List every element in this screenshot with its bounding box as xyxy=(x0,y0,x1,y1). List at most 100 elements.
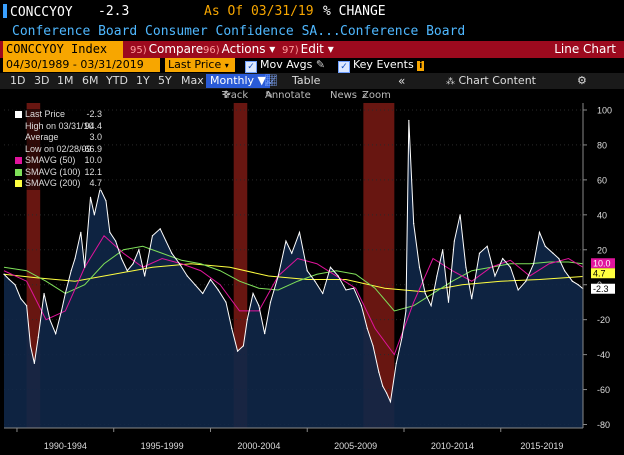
price-point xyxy=(33,362,35,364)
legend-label: SMAVG (50) xyxy=(25,155,76,165)
chart-content-icon: ⁂ xyxy=(446,77,455,87)
price-point xyxy=(246,319,248,321)
price-point xyxy=(225,301,227,303)
key-events-checkbox-icon: ✓ xyxy=(338,61,350,73)
price-point xyxy=(217,289,219,291)
price-point xyxy=(382,385,384,387)
period-max[interactable]: Max xyxy=(181,74,204,87)
price-point xyxy=(93,214,95,216)
legend-item: Low on 02/28/09 -66.9 xyxy=(12,144,102,156)
period-1m[interactable]: 1M xyxy=(57,74,74,87)
actions-menu-label: Actions ▾ xyxy=(221,42,276,56)
series-line-smavg-200- xyxy=(3,263,584,293)
mov-avgs-toggle[interactable]: ✓ Mov Avgs ✎ xyxy=(245,58,326,73)
price-point xyxy=(389,401,392,403)
chart-area[interactable]: 100806040200-20-40-60-801990-19941995-19… xyxy=(0,103,624,455)
pencil-icon[interactable]: ✎ xyxy=(315,58,326,71)
legend-swatch xyxy=(15,180,22,187)
price-point xyxy=(465,266,467,268)
source-name: Conference Board xyxy=(340,24,466,39)
period-3d[interactable]: 3D xyxy=(34,74,50,87)
line-chart-icon[interactable]: 📈︎ xyxy=(264,74,278,87)
price-point xyxy=(115,240,117,242)
actions-menu[interactable]: 96) Actions ▾ xyxy=(203,41,275,58)
price-point xyxy=(385,392,388,394)
y-tick-label: 60 xyxy=(597,175,607,185)
edit-menu[interactable]: 97) Edit ▾ xyxy=(282,41,334,58)
collapse-icon[interactable]: « xyxy=(398,74,406,88)
price-point xyxy=(353,287,355,289)
compare-menu[interactable]: 95) Compare xyxy=(130,41,203,58)
price-point xyxy=(405,310,407,312)
edit-menu-number: 97) xyxy=(282,45,299,56)
price-point xyxy=(577,284,579,286)
price-point xyxy=(345,289,347,291)
key-events-label: Key Events xyxy=(353,58,414,71)
price-point xyxy=(517,289,519,291)
price-point xyxy=(486,245,488,247)
y-tick-label: -80 xyxy=(597,420,610,430)
price-point xyxy=(430,305,432,307)
legend-label: High on 03/31/10 xyxy=(25,120,94,131)
price-point xyxy=(74,257,76,260)
key-events-toggle[interactable]: ✓ Key Events i xyxy=(338,58,425,73)
price-point xyxy=(337,275,339,277)
x-tick-label: 2010-2014 xyxy=(431,441,474,451)
legend-swatch xyxy=(15,134,22,141)
field-select-arrow-icon: ▾ xyxy=(224,61,229,70)
price-point xyxy=(509,266,512,268)
period-5y[interactable]: 5Y xyxy=(158,74,172,87)
price-point xyxy=(314,280,316,282)
x-tick-label: 2000-2004 xyxy=(237,441,280,451)
x-tick-label: 2015-2019 xyxy=(520,441,563,451)
price-point xyxy=(8,278,10,281)
smavg-200-value-tag-bg xyxy=(591,268,615,279)
price-point xyxy=(571,280,573,282)
period-ytd[interactable]: YTD xyxy=(106,74,128,87)
index-field[interactable]: CONCCYOY Index xyxy=(3,41,123,58)
legend-value: -2.3 xyxy=(86,109,102,119)
price-point xyxy=(413,222,415,225)
price-point xyxy=(80,231,82,233)
table-toggle[interactable]: Table xyxy=(292,74,321,87)
price-point xyxy=(120,257,123,260)
options-toolbar: 04/30/1989 - 03/31/2019 Last Price ▾ ✓ Mo… xyxy=(0,58,624,73)
legend-value: 94.4 xyxy=(84,120,102,131)
date-range-field[interactable]: 04/30/1989 - 03/31/2019 xyxy=(3,58,160,72)
unit-label: % CHANGE xyxy=(323,4,386,19)
gear-icon[interactable]: ⚙ xyxy=(577,74,587,87)
price-point xyxy=(442,249,444,251)
price-point xyxy=(209,278,212,281)
price-point xyxy=(138,249,140,251)
info-icon[interactable]: i xyxy=(417,61,425,71)
field-select-label: Last Price xyxy=(168,58,222,71)
period-toolbar: 1D 3D 1M 6M YTD 1Y 5Y Max Monthly ▼ 📈︎ T… xyxy=(0,73,624,89)
price-point xyxy=(424,292,426,295)
legend-value: 10.0 xyxy=(84,155,102,165)
price-point xyxy=(236,350,239,352)
price-point xyxy=(144,275,146,277)
field-select[interactable]: Last Price ▾ xyxy=(165,58,235,72)
price-point xyxy=(178,263,181,265)
series-line-last-price xyxy=(3,120,584,404)
y-tick-label: -20 xyxy=(597,315,610,325)
price-point xyxy=(269,301,272,303)
annotate-label: Annotate xyxy=(265,90,311,101)
frequency-select[interactable]: Monthly ▼ xyxy=(206,74,270,88)
chart-content-toggle[interactable]: ⁂ Chart Content xyxy=(446,74,536,89)
period-1d[interactable]: 1D xyxy=(10,74,26,87)
news-tool[interactable]: News xyxy=(330,90,358,101)
compare-menu-label: Compare xyxy=(148,42,204,56)
price-point xyxy=(459,214,461,216)
price-point xyxy=(109,231,111,233)
legend-item: SMAVG (100) 12.1 xyxy=(12,167,102,179)
price-point xyxy=(478,252,481,254)
last-price-value-tag-bg xyxy=(591,283,615,294)
legend-value: -66.9 xyxy=(81,143,102,154)
price-point xyxy=(544,245,546,247)
price-point xyxy=(55,333,57,335)
price-point xyxy=(471,298,473,300)
legend-swatch xyxy=(15,123,22,130)
period-1y[interactable]: 1Y xyxy=(136,74,150,87)
period-6m[interactable]: 6M xyxy=(82,74,99,87)
